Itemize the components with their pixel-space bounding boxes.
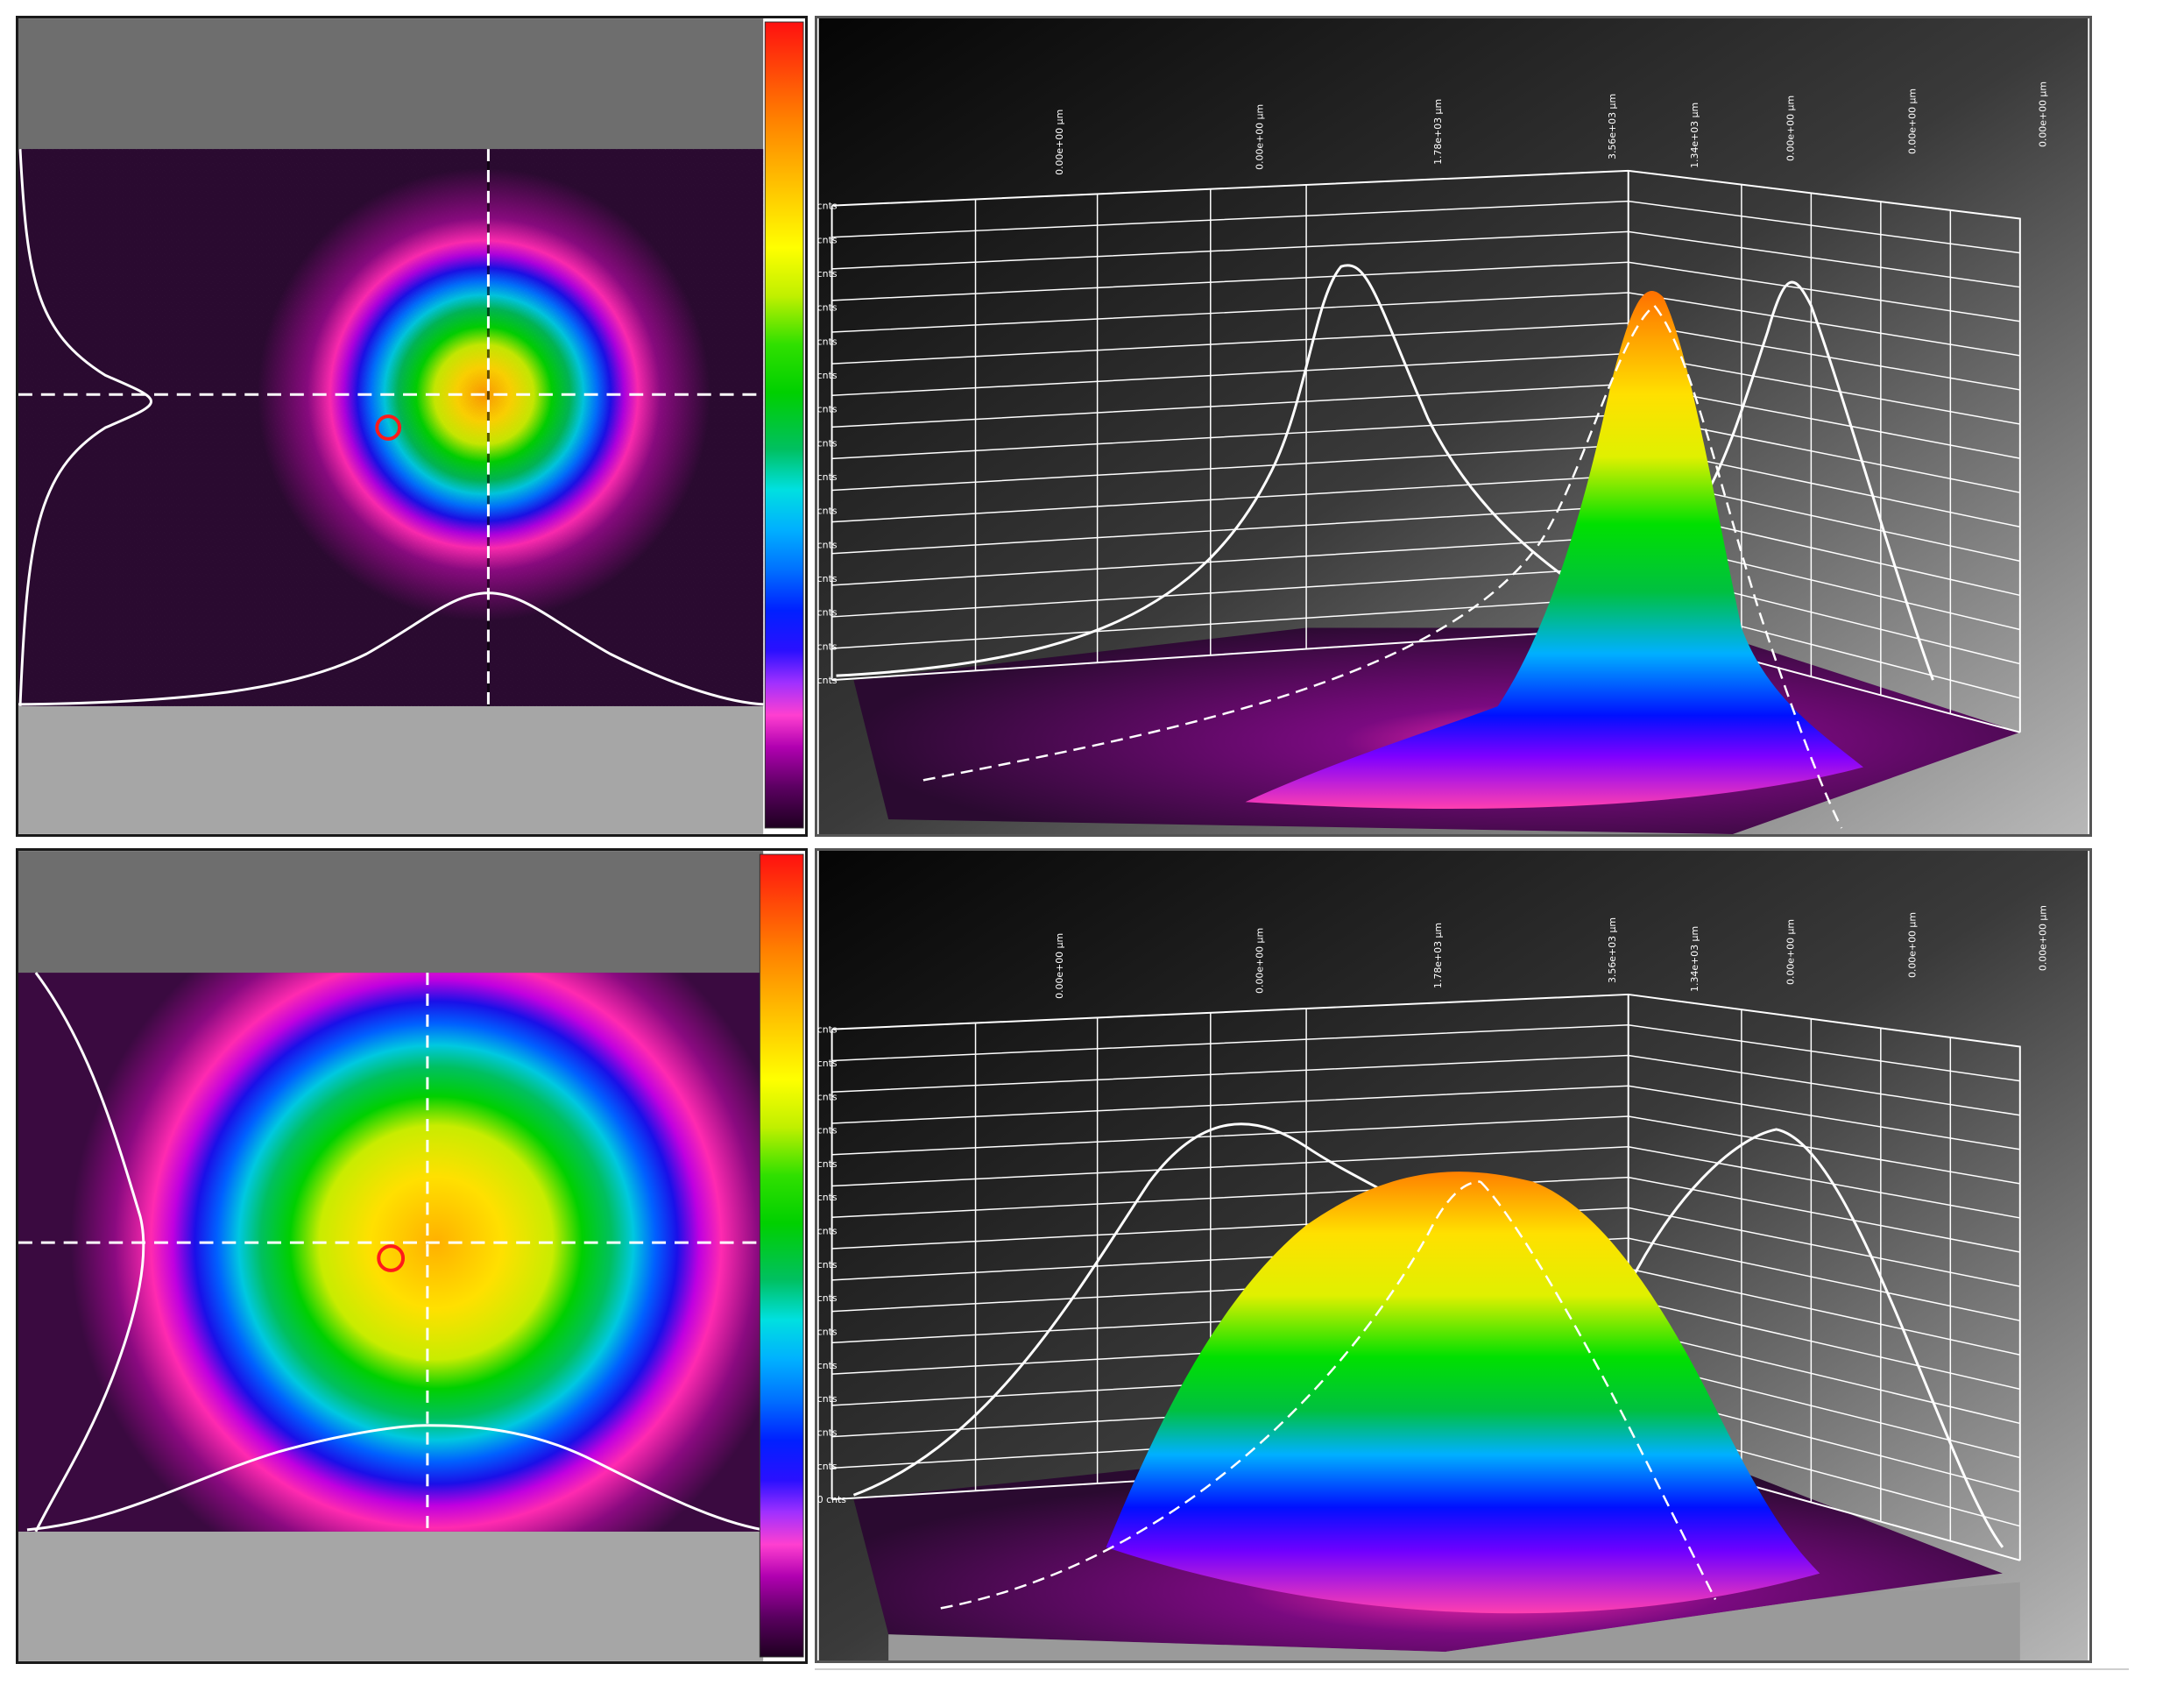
bottom-rule — [815, 1668, 2129, 1670]
horizontal-profile-curve — [26, 1424, 764, 1532]
z-axis-labels: cnts cnts cnts cnts cnts cnts cnts cnts cnts cnts… — [817, 201, 838, 687]
beam-3d-peak — [1106, 1172, 1820, 1614]
top-axis-tick-label: 0.00e+00 µm — [1254, 928, 1265, 994]
vertical-profile-curve — [18, 149, 152, 706]
top-axis-tick-label: 0.00e+00 µm — [1907, 88, 1919, 154]
section-line-y — [1653, 305, 1843, 829]
z-axis-tick-label: cnts — [817, 1461, 838, 1472]
top-axis-tick-label: 0.00e+00 µm — [1907, 912, 1919, 978]
z-axis-tick-label: 0 cnts — [817, 1494, 846, 1505]
top-axis-tick-label: 1.34e+03 µm — [1689, 926, 1700, 992]
top-axis-tick-label: 1.34e+03 µm — [1689, 103, 1700, 168]
beam-3d-canvas-bottom: 0.00e+00 µm 0.00e+00 µm 1.78e+03 µm 3.56e+0… — [817, 851, 2089, 1660]
back-wall-profile — [836, 264, 1629, 677]
z-axis-tick-label: cnts — [817, 675, 838, 686]
top-axis-tick-label: 3.56e+03 µm — [1607, 917, 1618, 983]
beam-intensity-spot — [18, 149, 764, 706]
section-line-x — [922, 304, 1656, 782]
top-axis-labels: 0.00e+00 µm 0.00e+00 µm 1.78e+03 µm 3.56e+0… — [1054, 81, 2049, 175]
z-axis-tick-label: cnts — [817, 506, 838, 517]
z-axis-tick-label: cnts — [817, 234, 838, 245]
bottom-gray-band — [18, 705, 764, 834]
z-axis-tick-label: cnts — [817, 1259, 838, 1271]
top-axis-tick-label: 1.78e+03 µm — [1432, 99, 1444, 165]
top-axis-tick-label: 0.00e+00 µm — [2038, 81, 2049, 147]
z-axis-tick-label: cnts — [817, 437, 838, 449]
top-axis-tick-label: 0.00e+00 µm — [2038, 905, 2049, 971]
z-axis-tick-label: cnts — [817, 1327, 838, 1338]
horizontal-profile-curve — [18, 591, 764, 706]
z-axis-tick-label: cnts — [817, 370, 838, 381]
z-axis-tick-label: cnts — [817, 641, 838, 652]
z-axis-tick-label: cnts — [817, 336, 838, 347]
beam-intensity-spot — [18, 973, 764, 1532]
section-line-x — [940, 1180, 1481, 1610]
marker-ring-icon — [377, 1244, 406, 1272]
top-axis-tick-label: 0.00e+00 µm — [1054, 933, 1065, 999]
z-axis-tick-label: cnts — [817, 1192, 838, 1203]
z-axis-tick-label: cnts — [817, 302, 838, 314]
color-scale-bar — [759, 853, 804, 1658]
z-axis-tick-label: cnts — [817, 201, 838, 212]
top-axis-tick-label: 0.00e+00 µm — [1054, 110, 1065, 175]
side-wall-profile — [1627, 1128, 2004, 1548]
z-axis-tick-label: cnts — [817, 1125, 838, 1136]
beam-2d-canvas-bottom — [18, 851, 805, 1661]
top-axis-tick-label: 0.00e+00 µm — [1785, 96, 1796, 161]
z-axis-tick-label: cnts — [817, 1024, 838, 1036]
beam-3d-view-top: 0.00e+00 µm 0.00e+00 µm 1.78e+03 µm 3.56e+0… — [815, 16, 2092, 837]
section-line-y — [1479, 1180, 1717, 1601]
z-axis-tick-label: cnts — [817, 573, 838, 584]
beam-2d-canvas-top — [18, 18, 805, 834]
beam-3d-peak — [1245, 291, 1863, 810]
z-axis-tick-label: cnts — [817, 1158, 838, 1170]
marker-ring-icon — [375, 414, 402, 441]
beam-2d-view-bottom — [16, 848, 808, 1664]
z-axis-labels: cnts cnts cnts cnts cnts cnts cnts cnts cnts cnts… — [817, 1024, 846, 1506]
z-axis-tick-label: cnts — [817, 471, 838, 483]
z-axis-tick-label: cnts — [817, 268, 838, 280]
beam-2d-view-top — [16, 16, 808, 837]
top-gray-band — [18, 18, 764, 150]
z-axis-tick-label: cnts — [817, 1393, 838, 1405]
color-scale-bar — [764, 21, 804, 829]
z-axis-tick-label: cnts — [817, 1226, 838, 1237]
top-axis-tick-label: 0.00e+00 µm — [1785, 919, 1796, 985]
beam-3d-canvas-top: 0.00e+00 µm 0.00e+00 µm 1.78e+03 µm 3.56e+0… — [817, 18, 2089, 834]
top-axis-tick-label: 3.56e+03 µm — [1607, 94, 1618, 159]
vertical-profile-curve — [34, 972, 145, 1533]
back-wall-profile — [852, 1122, 1464, 1497]
z-axis-tick-label: cnts — [817, 539, 838, 550]
top-axis-labels: 0.00e+00 µm 0.00e+00 µm 1.78e+03 µm 3.56e+0… — [1054, 905, 2049, 999]
z-axis-tick-label: cnts — [817, 1360, 838, 1371]
top-axis-tick-label: 1.78e+03 µm — [1432, 923, 1444, 988]
z-axis-tick-label: cnts — [817, 607, 838, 619]
z-axis-tick-label: cnts — [817, 1292, 838, 1304]
z-axis-tick-label: cnts — [817, 1427, 838, 1439]
top-axis-tick-label: 0.00e+00 µm — [1254, 104, 1265, 170]
z-axis-tick-label: cnts — [817, 404, 838, 415]
beam-3d-view-bottom: 0.00e+00 µm 0.00e+00 µm 1.78e+03 µm 3.56e+0… — [815, 848, 2092, 1663]
z-axis-tick-label: cnts — [817, 1091, 838, 1102]
z-axis-tick-label: cnts — [817, 1058, 838, 1069]
